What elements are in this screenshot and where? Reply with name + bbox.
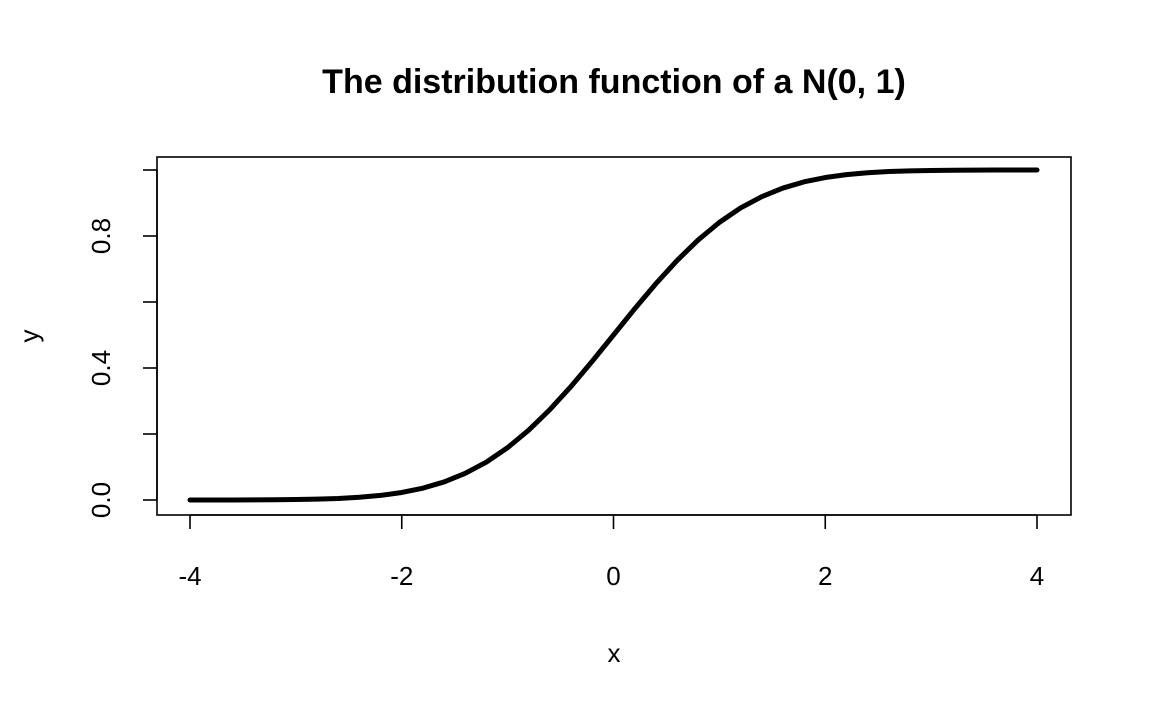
cdf-series-line <box>187 167 1040 503</box>
x-tick-label: 4 <box>1030 561 1044 591</box>
x-tick-label: -2 <box>390 561 413 591</box>
chart-title: The distribution function of a N(0, 1) <box>322 63 906 101</box>
y-tick-label: 0.0 <box>86 482 116 518</box>
x-axis-label: x <box>608 638 621 668</box>
y-tick-label: 0.8 <box>86 218 116 254</box>
x-tick-label: -4 <box>178 561 201 591</box>
x-tick-label: 0 <box>606 561 620 591</box>
x-tick-label: 2 <box>818 561 832 591</box>
y-tick-label: 0.4 <box>86 350 116 386</box>
x-axis: -4 -2 0 2 4 <box>178 514 1044 591</box>
y-axis: 0.0 0.4 0.8 <box>86 169 158 518</box>
y-axis-label: y <box>14 330 44 343</box>
